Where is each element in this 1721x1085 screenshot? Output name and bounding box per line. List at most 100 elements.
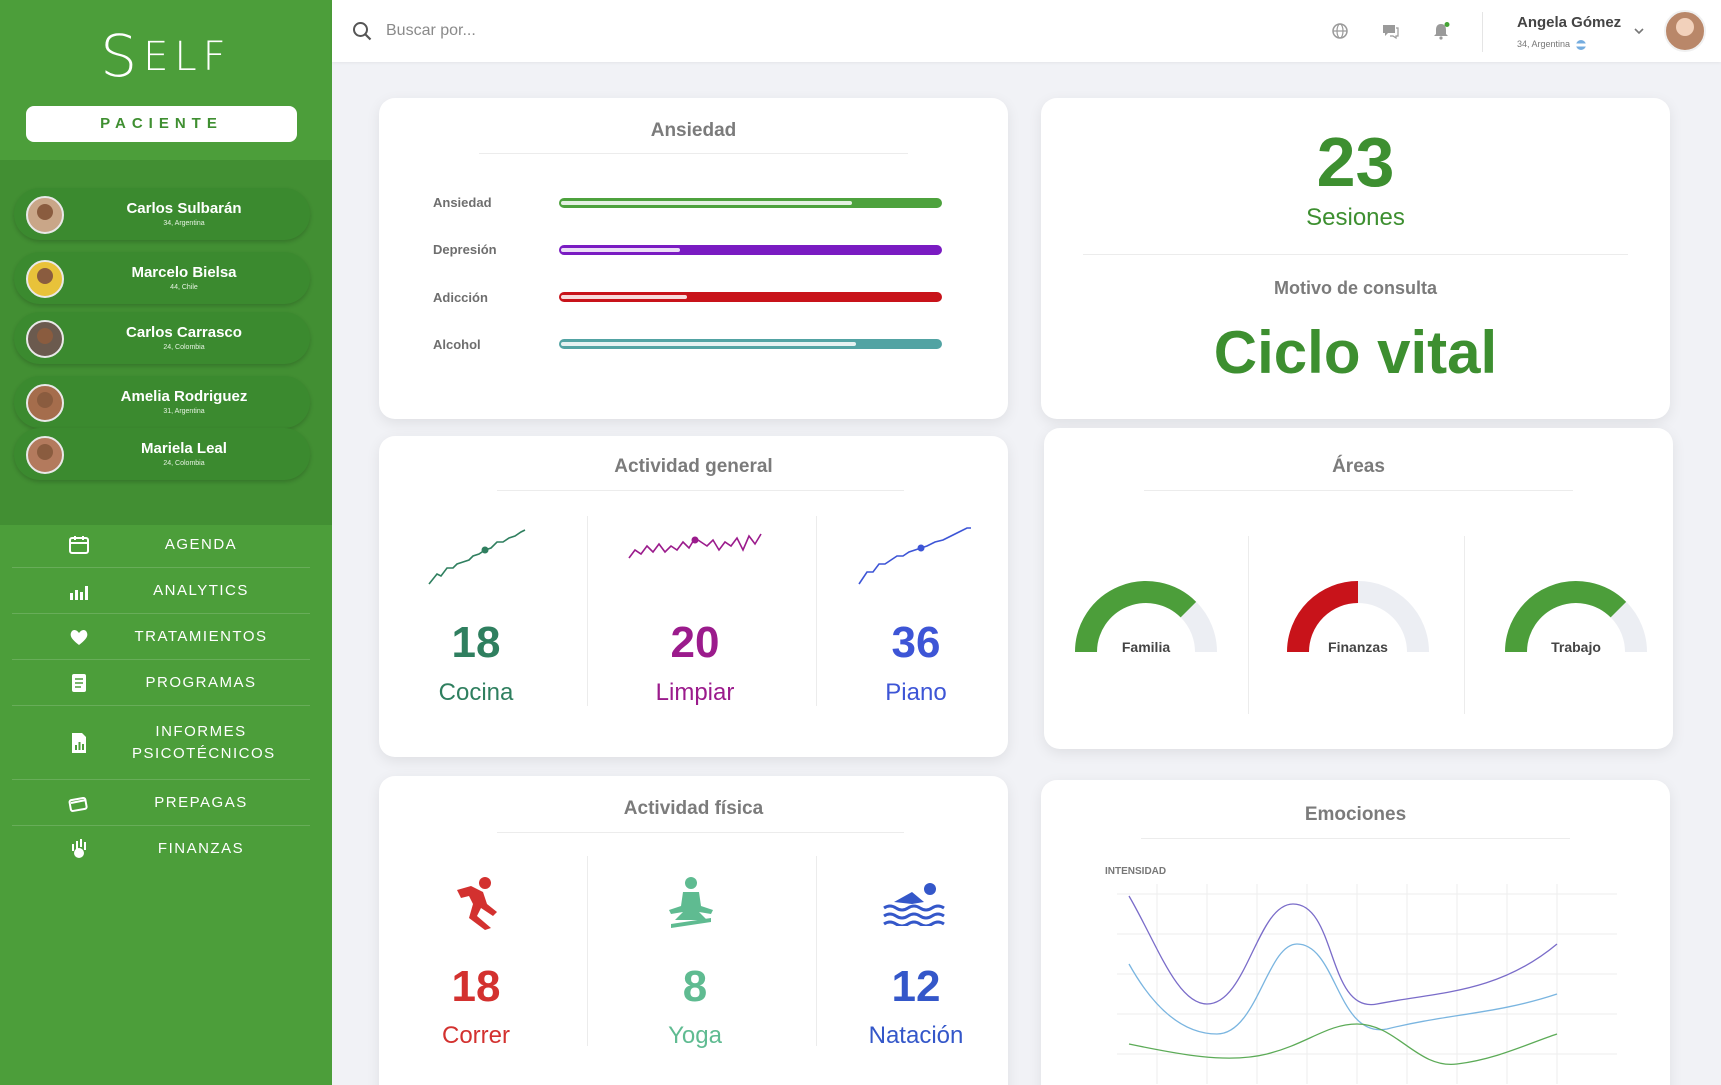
areas-card: Áreas Familia Finanzas Trabajo [1044,428,1673,749]
emotions-chart [1117,884,1617,1084]
heart-hands-icon [68,626,90,648]
patient-name: Marcelo Bielsa [131,264,237,281]
menu-label: PREPAGAS [154,793,248,811]
column-divider [816,516,817,706]
bar-label: Adicción [433,290,488,305]
divider [497,490,904,491]
patient-info: 31, Argentina [163,408,205,415]
bar-label: Depresión [433,242,497,257]
gauge-label: Trabajo [1551,639,1601,655]
ansiedad-card: Ansiedad Ansiedad Depresión Adicción Alc… [379,98,1008,419]
patient-info: 34, Argentina [163,220,205,227]
activity-value: 20 [670,618,720,667]
avatar [26,260,64,298]
column-divider [816,856,817,1046]
role-button[interactable]: PACIENTE [26,106,297,142]
activity-label: Limpiar [655,679,735,706]
sessions-count: 23 [1316,123,1395,201]
patient-info: 24, Colombia [163,344,205,351]
column-divider [1248,536,1249,714]
sparkline [858,527,971,585]
motivo-value: Ciclo vital [1213,319,1498,386]
user-location: 34, Argentina [1517,39,1571,49]
bar-ansiedad [559,198,942,208]
bar-fill [561,342,856,346]
globe-icon[interactable] [1331,22,1349,40]
column-divider [587,856,588,1046]
menu-label: AGENDA [164,535,238,553]
patient-item[interactable]: Carlos Carrasco 24, Colombia [14,312,310,364]
analytics-icon [68,580,90,602]
search-icon[interactable] [352,21,372,41]
menu-item-programas[interactable]: PROGRAMAS [12,660,310,706]
card-title: Actividad física [623,798,764,819]
sidebar: SELF PACIENTE Carlos Sulbarán 34, Argent… [0,0,332,1085]
menu-label: TRATAMIENTOS [134,627,268,645]
gauge-label: Finanzas [1328,639,1388,655]
bell-icon[interactable] [1432,22,1450,40]
menu-item-analytics[interactable]: ANALYTICS [12,568,310,614]
menu-item-informes[interactable]: INFORMES PSICOTÉCNICOS [12,706,310,780]
menu-item-finanzas[interactable]: FINANZAS [12,826,310,872]
patient-item[interactable]: Carlos Sulbarán 34, Argentina [14,188,310,240]
bar-fill [561,201,853,205]
menu-item-agenda[interactable]: AGENDA [12,522,310,568]
bar-label: Alcohol [433,337,481,352]
activity-label: Yoga [668,1022,722,1049]
running-icon [457,877,497,930]
emotion-line [1128,1023,1558,1065]
patient-item[interactable]: Mariela Leal 24, Colombia [14,428,310,480]
patient-name: Mariela Leal [141,440,227,457]
menu-label: INFORMES PSICOTÉCNICOS [132,722,276,762]
activity-value: 12 [891,962,941,1011]
patient-name: Carlos Carrasco [126,324,242,341]
menu-label: PROGRAMAS [145,673,257,691]
chevron-down-icon[interactable] [1632,24,1646,38]
user-avatar[interactable] [1664,10,1706,52]
topbar: Angela Gómez 34, Argentina [332,0,1721,62]
axis-label: INTENSIDAD [1105,866,1167,877]
patient-list: Carlos Sulbarán 34, Argentina Marcelo Bi… [0,160,332,525]
avatar [26,320,64,358]
bar-alcohol [559,339,942,349]
search-input[interactable] [386,16,786,46]
flag-icon [1575,39,1586,50]
patient-item[interactable]: Amelia Rodriguez 31, Argentina [14,376,310,428]
activity-label: Piano [885,679,947,706]
logo-text: ELF [143,34,232,80]
divider [479,153,908,154]
user-name[interactable]: Angela Gómez [1517,14,1622,31]
menu-item-tratamientos[interactable]: TRATAMIENTOS [12,614,310,660]
motivo-label: Motivo de consulta [1273,278,1437,298]
menu-label: FINANZAS [157,840,245,857]
gauge-trabajo [1505,581,1647,653]
patient-name: Amelia Rodriguez [120,388,248,405]
activity-value: 36 [891,618,941,667]
divider [1083,254,1628,255]
patient-item[interactable]: Marcelo Bielsa 44, Chile [14,252,310,304]
logo[interactable]: SELF [0,22,332,90]
emociones-card: Emociones INTENSIDAD [1041,780,1670,1085]
emotion-line [1128,943,1558,1035]
logo-initial: S [100,22,144,90]
activity-value: 8 [682,962,708,1011]
card-icon [68,792,90,814]
gauge-finanzas [1287,581,1429,653]
report-icon [68,732,90,754]
chat-icon[interactable] [1381,22,1399,40]
sparkline [428,529,526,585]
document-icon [68,672,90,694]
gauge-label: Familia [1121,639,1171,655]
divider [1141,838,1570,839]
menu-item-prepagas[interactable]: PREPAGAS [12,780,310,826]
divider [1144,490,1573,491]
bar-fill [561,248,680,252]
money-icon [68,838,90,860]
bar-adiccion [559,292,942,302]
bar-fill [561,295,688,299]
actividad-fisica-card: Actividad física 18 Correr 8 Yoga 12 Nat… [379,776,1008,1085]
chart-grid [1117,884,1617,1084]
avatar [26,436,64,474]
activity-value: 18 [451,962,501,1011]
